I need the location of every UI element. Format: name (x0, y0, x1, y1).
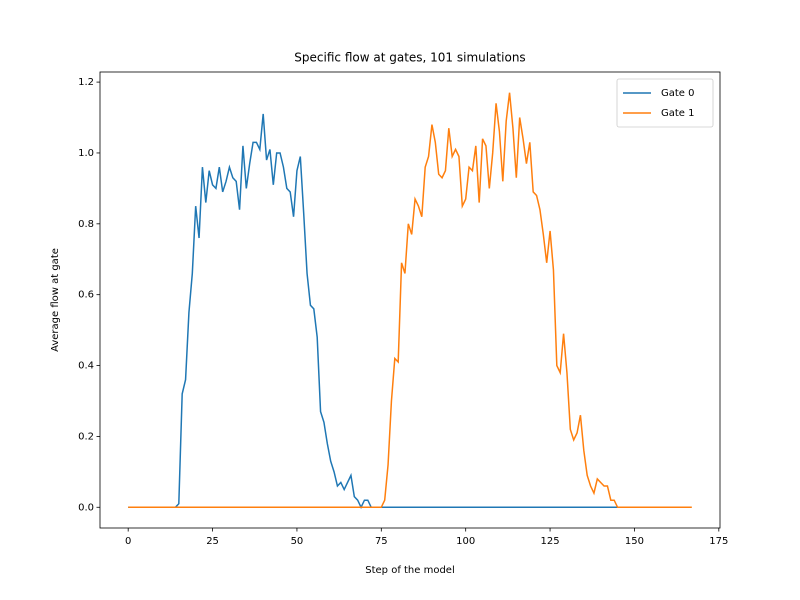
x-tick-label: 150 (625, 536, 644, 547)
legend-label: Gate 1 (661, 108, 695, 119)
x-tick-label: 0 (125, 536, 131, 547)
x-axis-label: Step of the model (365, 565, 455, 576)
legend-label: Gate 0 (661, 88, 695, 99)
x-tick-label: 100 (456, 536, 475, 547)
y-tick-label: 0.8 (78, 219, 94, 230)
y-tick-label: 1.0 (78, 148, 94, 159)
x-tick-label: 125 (541, 536, 560, 547)
y-tick-label: 0.4 (78, 361, 94, 372)
series-line (128, 92, 692, 509)
x-tick-label: 25 (206, 536, 219, 547)
y-tick-label: 0.2 (78, 431, 94, 442)
y-tick-label: 0.6 (78, 290, 94, 301)
x-tick-label: 50 (291, 536, 304, 547)
y-tick-label: 1.2 (78, 77, 94, 88)
y-tick-label: 0.0 (78, 502, 94, 513)
legend-box (616, 78, 714, 128)
x-tick-label: 75 (375, 536, 388, 547)
y-axis-label: Average flow at gate (50, 248, 61, 352)
x-tick-label: 175 (709, 536, 728, 547)
plot-frame (99, 71, 721, 529)
chart-title: Specific flow at gates, 101 simulations (294, 51, 525, 65)
